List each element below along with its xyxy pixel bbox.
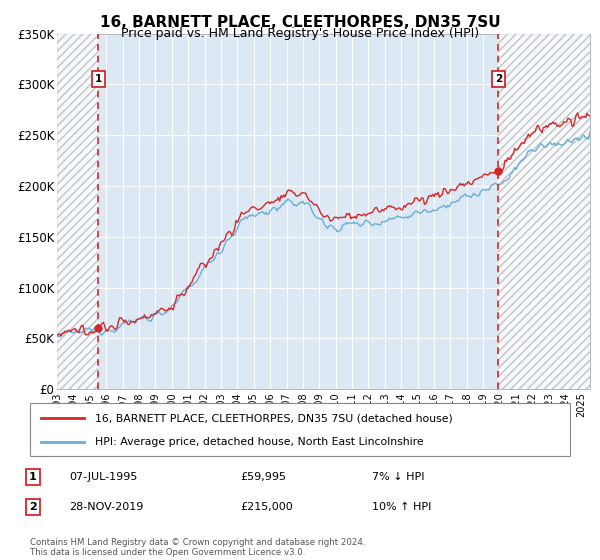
FancyBboxPatch shape — [30, 403, 570, 456]
Text: 07-JUL-1995: 07-JUL-1995 — [69, 472, 137, 482]
Text: 1: 1 — [95, 74, 102, 85]
Bar — [57, 34, 98, 389]
Text: 2: 2 — [29, 502, 37, 512]
Text: £215,000: £215,000 — [240, 502, 293, 512]
Text: Contains HM Land Registry data © Crown copyright and database right 2024.
This d: Contains HM Land Registry data © Crown c… — [30, 538, 365, 557]
Text: £59,995: £59,995 — [240, 472, 286, 482]
Text: HPI: Average price, detached house, North East Lincolnshire: HPI: Average price, detached house, Nort… — [95, 436, 424, 446]
Text: 16, BARNETT PLACE, CLEETHORPES, DN35 7SU (detached house): 16, BARNETT PLACE, CLEETHORPES, DN35 7SU… — [95, 413, 452, 423]
Text: Price paid vs. HM Land Registry's House Price Index (HPI): Price paid vs. HM Land Registry's House … — [121, 27, 479, 40]
Text: 16, BARNETT PLACE, CLEETHORPES, DN35 7SU: 16, BARNETT PLACE, CLEETHORPES, DN35 7SU — [100, 15, 500, 30]
Text: 10% ↑ HPI: 10% ↑ HPI — [372, 502, 431, 512]
Text: 7% ↓ HPI: 7% ↓ HPI — [372, 472, 425, 482]
Text: 2: 2 — [494, 74, 502, 85]
Bar — [499, 34, 590, 389]
Text: 28-NOV-2019: 28-NOV-2019 — [69, 502, 143, 512]
Text: 1: 1 — [29, 472, 37, 482]
